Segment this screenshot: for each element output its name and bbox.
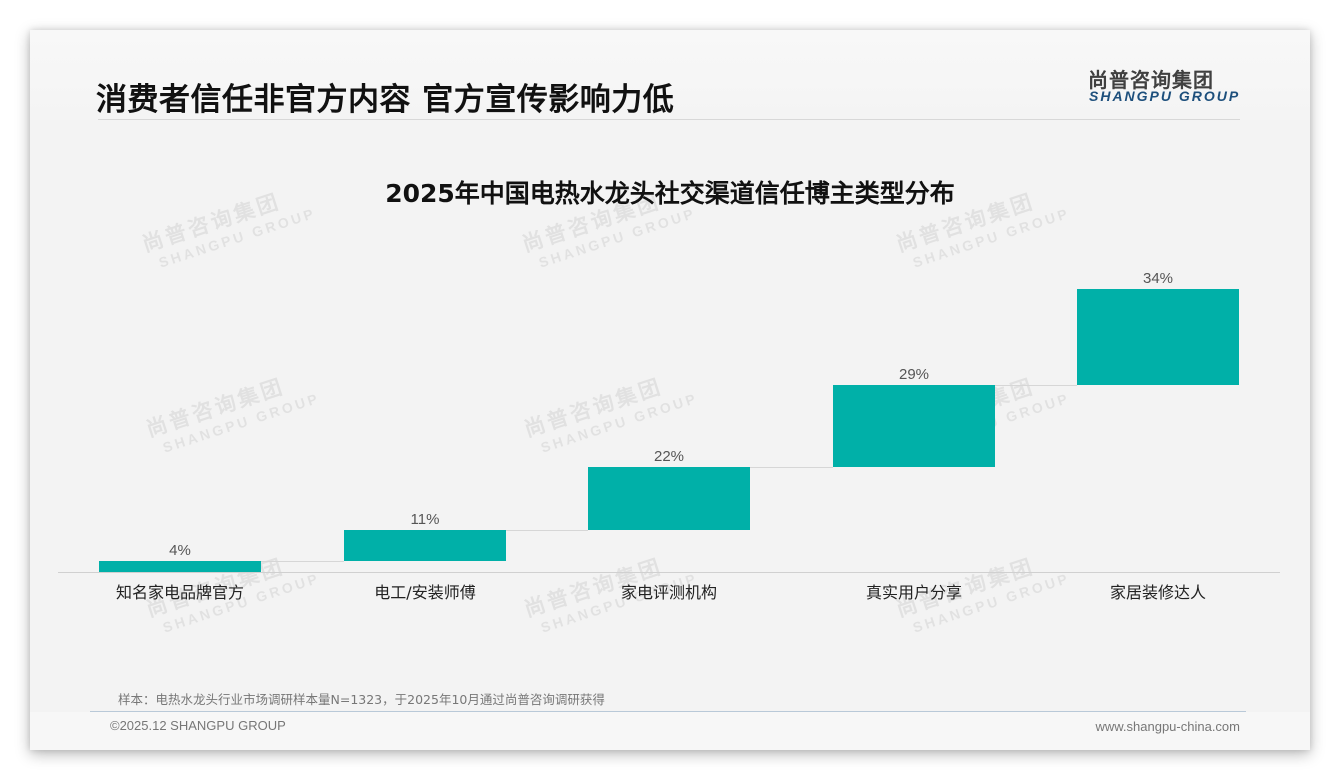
title-divider [98, 119, 1240, 120]
category-label: 电工/安装师傅 [374, 583, 476, 602]
bar-5 [1077, 289, 1239, 386]
connector-line [750, 467, 833, 469]
page-title: 消费者信任非官方内容 官方宣传影响力低 [96, 82, 675, 118]
website-link: www.shangpu-china.com [1095, 719, 1240, 734]
bar-1 [99, 560, 261, 572]
watermark-en: SHANGPU GROUP [156, 204, 318, 271]
bar-4 [833, 385, 995, 468]
category-label: 家居装修达人 [1109, 583, 1206, 602]
watermark-en: SHANGPU GROUP [910, 204, 1072, 271]
sample-note: 样本：电热水龙头行业市场调研样本量N=1323，于2025年10月通过尚普咨询调… [118, 692, 605, 707]
header-band [30, 30, 1310, 120]
watermark-cn: 尚普咨询集团 [521, 374, 666, 442]
bar-3 [588, 467, 750, 530]
watermark-cn: 尚普咨询集团 [143, 374, 288, 442]
bar-value-label: 11% [410, 510, 440, 528]
footer-divider [90, 711, 1246, 712]
category-label: 家电评测机构 [620, 583, 717, 602]
watermark-en: SHANGPU GROUP [538, 389, 700, 456]
connector-line [995, 385, 1077, 387]
category-label: 真实用户分享 [865, 583, 962, 602]
bar-value-label: 34% [1142, 270, 1174, 287]
bar-value-label: 4% [169, 541, 191, 559]
chart-title: 2025年中国电热水龙头社交渠道信任博主类型分布 [385, 179, 955, 208]
bar-2 [344, 529, 506, 561]
category-label: 知名家电品牌官方 [115, 583, 244, 602]
bar-value-label: 29% [898, 366, 930, 384]
footer-band [30, 712, 1310, 750]
logo-english: SHANGPU GROUP [1089, 88, 1241, 104]
x-axis-line [58, 572, 1280, 573]
watermark-en: SHANGPU GROUP [160, 389, 322, 456]
bar-value-label: 22% [653, 448, 685, 466]
logo-chinese: 尚普咨询集团 [1088, 68, 1214, 92]
connector-line [261, 560, 344, 562]
copyright: ©2025.12 SHANGPU GROUP [110, 718, 286, 733]
connector-line [506, 529, 588, 531]
slide: 消费者信任非官方内容 官方宣传影响力低 尚普咨询集团 SHANGPU GROUP… [30, 30, 1310, 750]
watermark-en: SHANGPU GROUP [536, 204, 698, 271]
